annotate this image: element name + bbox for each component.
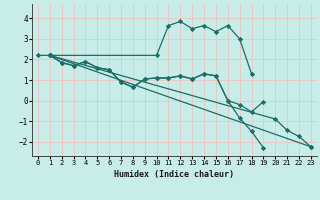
X-axis label: Humidex (Indice chaleur): Humidex (Indice chaleur): [115, 170, 234, 179]
